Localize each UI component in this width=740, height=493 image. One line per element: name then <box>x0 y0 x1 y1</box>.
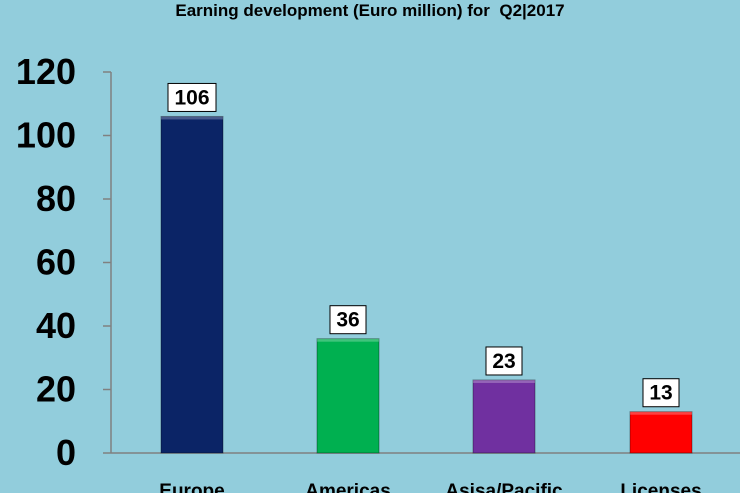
data-label-box <box>642 378 680 408</box>
bar <box>629 411 693 454</box>
bar <box>160 115 224 454</box>
y-tick-label: 20 <box>36 369 76 410</box>
bar <box>472 379 536 454</box>
bar-highlight <box>473 379 535 383</box>
x-category-label: Licenses <box>620 481 701 493</box>
bar <box>316 338 380 454</box>
bar-highlight <box>317 338 379 342</box>
data-label: 23 <box>492 350 515 373</box>
x-category-label: Europe <box>159 481 224 493</box>
bar-highlight <box>630 411 692 415</box>
y-tick-label: 60 <box>36 242 76 283</box>
y-tick-label: 80 <box>36 178 76 219</box>
y-axis-ticks: 0 20 40 60 80 100 120 <box>16 51 111 473</box>
data-label: 106 <box>174 86 209 109</box>
bars: 106 36 23 13 <box>160 82 693 454</box>
x-category-label: Americas <box>305 481 391 493</box>
data-label: 36 <box>336 309 359 332</box>
y-tick-label: 40 <box>36 305 76 346</box>
y-tick-label: 120 <box>16 51 76 92</box>
data-label: 13 <box>649 382 672 405</box>
chart-title: Earning development (Euro million) for Q… <box>175 1 564 20</box>
x-axis-labels: Europe Americas Asisa/Pacific Licenses <box>159 481 701 493</box>
data-label-box <box>329 305 367 335</box>
data-label-box <box>485 346 523 376</box>
y-tick-label: 0 <box>56 432 76 473</box>
data-label-box <box>167 82 217 112</box>
y-tick-label: 100 <box>16 115 76 156</box>
x-category-label: Asisa/Pacific <box>445 481 563 493</box>
bar-highlight <box>161 116 223 120</box>
